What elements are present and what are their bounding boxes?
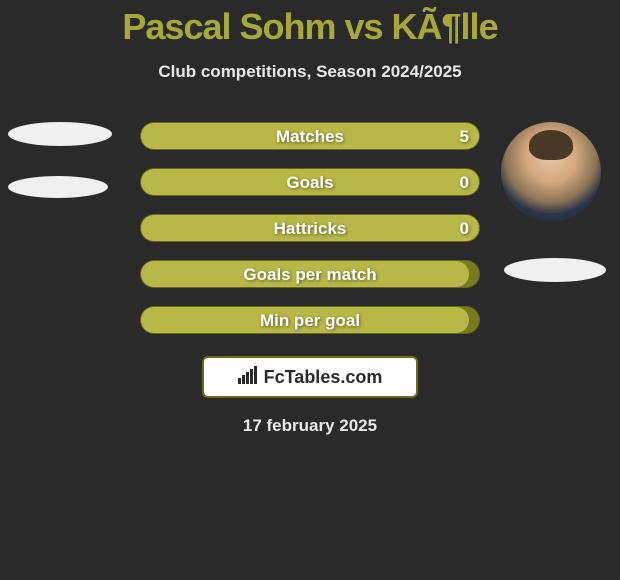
page-subtitle: Club competitions, Season 2024/2025 <box>0 62 620 82</box>
left-oval-1 <box>8 122 112 146</box>
stat-label: Min per goal <box>141 307 479 335</box>
stat-label: Matches <box>141 123 479 151</box>
comparison-content: Matches5Goals0Hattricks0Goals per matchM… <box>0 122 620 436</box>
stat-bar-min-per-goal: Min per goal <box>140 306 480 334</box>
stat-right-value: 0 <box>460 169 469 197</box>
right-oval-1 <box>504 258 606 282</box>
stat-label: Hattricks <box>141 215 479 243</box>
stat-right-value: 5 <box>460 123 469 151</box>
date-label: 17 february 2025 <box>0 416 620 436</box>
player-avatar <box>501 122 601 222</box>
page-title: Pascal Sohm vs KÃ¶lle <box>0 0 620 48</box>
stat-right-value: 0 <box>460 215 469 243</box>
stat-bars: Matches5Goals0Hattricks0Goals per matchM… <box>140 122 480 334</box>
stat-bar-hattricks: Hattricks0 <box>140 214 480 242</box>
brand-text: FcTables.com <box>264 367 383 388</box>
left-oval-2 <box>8 176 108 198</box>
bars-chart-icon <box>238 366 260 389</box>
brand-badge: FcTables.com <box>202 356 418 398</box>
right-player-column <box>496 122 606 282</box>
stat-label: Goals per match <box>141 261 479 289</box>
stat-bar-goals: Goals0 <box>140 168 480 196</box>
stat-bar-goals-per-match: Goals per match <box>140 260 480 288</box>
stat-bar-matches: Matches5 <box>140 122 480 150</box>
left-player-column <box>8 122 118 198</box>
stat-label: Goals <box>141 169 479 197</box>
